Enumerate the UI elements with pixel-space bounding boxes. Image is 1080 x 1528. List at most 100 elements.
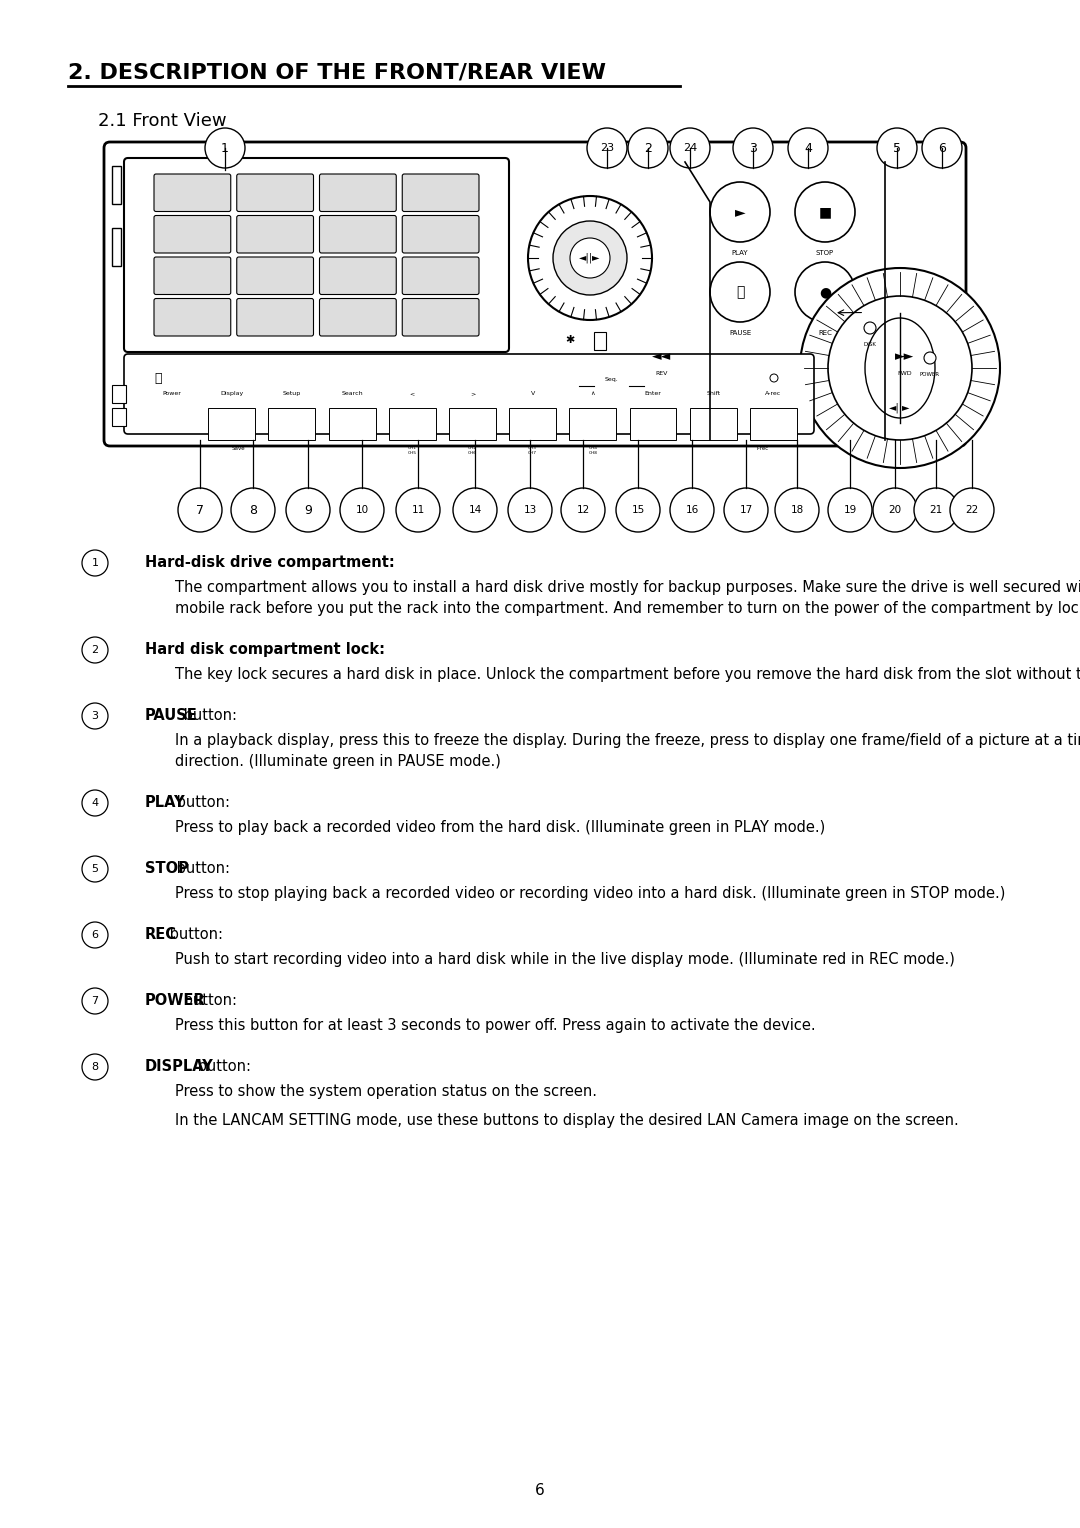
Text: Seq.: Seq. (605, 377, 619, 382)
Ellipse shape (865, 318, 935, 419)
Circle shape (950, 487, 994, 532)
Circle shape (873, 487, 917, 532)
FancyBboxPatch shape (402, 298, 480, 336)
Circle shape (770, 374, 778, 382)
Circle shape (828, 296, 972, 440)
Text: DISPLAY: DISPLAY (145, 1059, 214, 1074)
Bar (630, 408, 676, 440)
Text: 5: 5 (92, 863, 98, 874)
Circle shape (82, 1054, 108, 1080)
Bar (690, 408, 737, 440)
Circle shape (396, 487, 440, 532)
Bar (112, 228, 121, 266)
Text: FWD: FWD (897, 371, 913, 376)
Circle shape (528, 196, 652, 319)
Text: ◄||►: ◄||► (889, 403, 910, 413)
Circle shape (924, 351, 936, 364)
Circle shape (724, 487, 768, 532)
Bar (750, 408, 797, 440)
FancyBboxPatch shape (154, 215, 231, 254)
Circle shape (82, 637, 108, 663)
Text: button:: button: (179, 993, 237, 1008)
Text: 5: 5 (893, 142, 901, 154)
FancyBboxPatch shape (104, 142, 966, 446)
Circle shape (864, 322, 876, 335)
Text: Press to show the system operation status on the screen.: Press to show the system operation statu… (175, 1083, 597, 1099)
Text: REC: REC (145, 927, 177, 941)
Circle shape (553, 222, 627, 295)
FancyBboxPatch shape (124, 354, 814, 434)
Circle shape (795, 261, 855, 322)
Circle shape (82, 703, 108, 729)
FancyBboxPatch shape (154, 174, 231, 211)
Circle shape (82, 550, 108, 576)
Text: PLAY: PLAY (145, 795, 186, 810)
Text: PAUSE: PAUSE (729, 330, 751, 336)
Circle shape (670, 487, 714, 532)
Text: 24: 24 (683, 144, 697, 153)
Text: 8: 8 (92, 1062, 98, 1073)
FancyBboxPatch shape (320, 298, 396, 336)
FancyBboxPatch shape (237, 174, 313, 211)
Circle shape (178, 487, 222, 532)
Bar (595, 358, 617, 370)
Text: 16: 16 (686, 504, 699, 515)
Circle shape (453, 487, 497, 532)
Text: button:: button: (172, 795, 230, 810)
Circle shape (231, 487, 275, 532)
Text: Power: Power (162, 391, 181, 396)
Circle shape (82, 921, 108, 947)
Text: 10: 10 (355, 504, 368, 515)
Circle shape (828, 487, 872, 532)
Circle shape (82, 790, 108, 816)
FancyBboxPatch shape (320, 215, 396, 254)
Circle shape (616, 487, 660, 532)
Text: >: > (470, 391, 475, 396)
FancyBboxPatch shape (402, 215, 480, 254)
Text: ⏸: ⏸ (735, 286, 744, 299)
Text: <: < (409, 391, 415, 396)
Text: REC: REC (818, 330, 832, 336)
Circle shape (508, 487, 552, 532)
Text: 2: 2 (92, 645, 98, 656)
Text: DISK: DISK (864, 342, 877, 347)
Text: Hard disk compartment lock:: Hard disk compartment lock: (145, 642, 384, 657)
Bar (112, 408, 126, 426)
Text: 1: 1 (92, 558, 98, 568)
Circle shape (340, 487, 384, 532)
Bar (594, 332, 606, 350)
Text: direction. (Illuminate green in PAUSE mode.): direction. (Illuminate green in PAUSE mo… (175, 753, 501, 769)
Text: Search: Search (341, 391, 363, 396)
FancyBboxPatch shape (237, 215, 313, 254)
Text: 2: 2 (644, 142, 652, 154)
Bar (449, 408, 496, 440)
Circle shape (82, 856, 108, 882)
Text: ⏻: ⏻ (154, 371, 162, 385)
FancyBboxPatch shape (237, 257, 313, 295)
Circle shape (627, 128, 669, 168)
Circle shape (710, 261, 770, 322)
Text: 23: 23 (599, 144, 615, 153)
Bar (569, 408, 617, 440)
Text: POWER: POWER (920, 371, 940, 377)
Text: 4: 4 (92, 798, 98, 808)
Text: 20: 20 (889, 504, 902, 515)
Text: 13: 13 (524, 504, 537, 515)
Text: 6: 6 (92, 931, 98, 940)
Text: ●: ● (819, 286, 832, 299)
Text: T-rec: T-rec (755, 446, 769, 451)
Text: 17: 17 (740, 504, 753, 515)
FancyBboxPatch shape (237, 298, 313, 336)
Circle shape (788, 128, 828, 168)
Text: 1: 1 (221, 142, 229, 154)
Text: Display: Display (220, 391, 243, 396)
Text: 9: 9 (305, 504, 312, 516)
Text: 19: 19 (843, 504, 856, 515)
Text: CH4
CH8: CH4 CH8 (589, 446, 597, 455)
Text: Save: Save (231, 446, 245, 451)
Text: STOP: STOP (815, 251, 834, 257)
Text: 6: 6 (535, 1484, 545, 1497)
Text: 4: 4 (805, 142, 812, 154)
FancyBboxPatch shape (320, 174, 396, 211)
Text: 7: 7 (195, 504, 204, 516)
